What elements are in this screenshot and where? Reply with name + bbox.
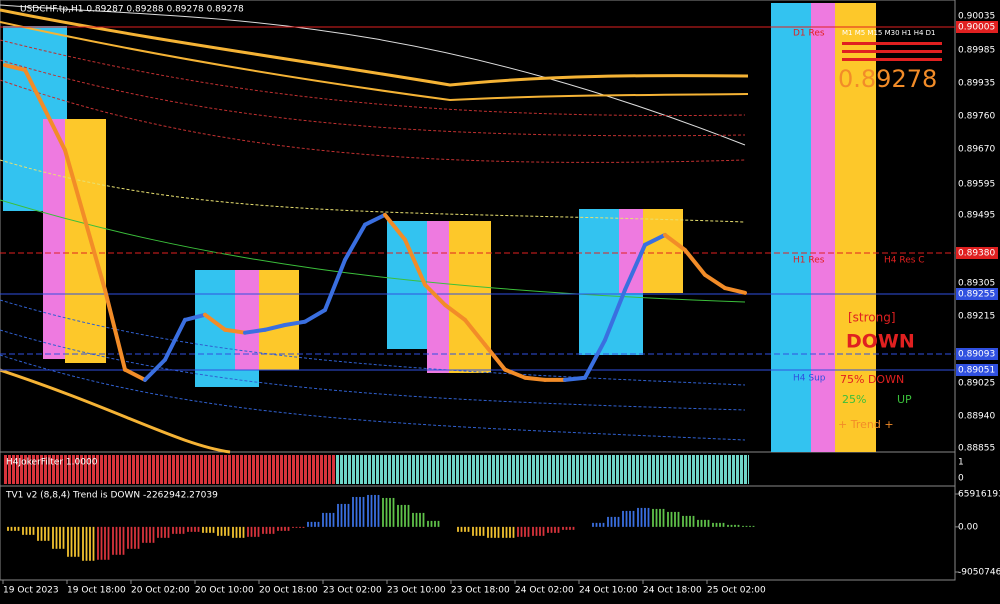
timeframe-signals <box>842 42 942 61</box>
time-label: 19 Oct 2023 <box>3 586 59 596</box>
bands <box>0 4 749 454</box>
trend-line-segment <box>363 212 387 227</box>
trend-line-segment <box>143 357 167 382</box>
trend-line-segment <box>383 212 407 242</box>
trend-line-segment <box>703 272 727 291</box>
up-percent: 25% <box>842 393 866 406</box>
trend-line-segment <box>443 302 467 322</box>
trend-line-segment <box>603 287 627 343</box>
price-tag <box>956 364 998 376</box>
price-label: 0.89595 <box>958 180 995 190</box>
trend-line-segment <box>203 312 227 332</box>
trend-line-segment <box>423 282 447 307</box>
price-tag-label: 0.90005 <box>958 23 995 33</box>
signal: DOWN <box>846 331 915 353</box>
price-label: 0.89985 <box>958 46 995 56</box>
big-price: 0.89278 <box>838 65 937 93</box>
trend-line-segment <box>323 257 347 312</box>
price-tag-label: 0.89093 <box>958 350 995 360</box>
time-label: 19 Oct 18:00 <box>67 586 126 596</box>
trend-line-segment <box>83 217 107 292</box>
price-tag-label: 0.89051 <box>958 366 995 376</box>
osc-tick-label: 65916193 <box>958 490 1000 500</box>
trend-line-segment <box>523 375 547 382</box>
osc-tick-label: -90507466 <box>958 568 1000 578</box>
trend-line-segment <box>63 148 87 222</box>
d1-res: D1 Res <box>793 29 825 39</box>
oscillator-panel <box>0 485 956 581</box>
trend-line-segment <box>183 312 207 322</box>
trend-line-segment <box>23 67 47 112</box>
trend-line-segment <box>283 319 307 328</box>
trend-line-segment <box>483 342 507 372</box>
time-label: 24 Oct 02:00 <box>515 586 574 596</box>
filter-tick: 1 <box>958 458 964 468</box>
filter-up <box>336 455 749 484</box>
h1-res: H1 Res <box>793 256 825 266</box>
trend-line-segment <box>43 107 67 153</box>
time-label: 23 Oct 10:00 <box>387 586 446 596</box>
filter-tick: 0 <box>958 474 964 484</box>
symbol-header: USDCHF.tp,H1 0.89287 0.89288 0.89278 0.8… <box>20 5 244 15</box>
price-tag-label: 0.89255 <box>958 290 995 300</box>
trend-line-segment <box>3 63 27 72</box>
price-tag-label: 0.89380 <box>958 249 995 259</box>
price-label: 0.90035 <box>958 12 995 22</box>
timeframes: M1 M5 M15 M30 H1 H4 D1 <box>842 29 936 37</box>
trend-line-segment <box>723 286 747 295</box>
h4-sup: H4 Sup <box>793 374 826 384</box>
price-label: 0.89215 <box>958 312 995 322</box>
time-label: 20 Oct 02:00 <box>131 586 190 596</box>
trend-line-segment <box>123 367 147 382</box>
time-label: 25 Oct 02:00 <box>707 586 766 596</box>
price-label: 0.89025 <box>958 379 995 389</box>
price-label: 0.89305 <box>958 279 995 289</box>
down-percent: 75% DOWN <box>840 373 904 386</box>
trend-line-segment <box>683 247 707 277</box>
filter-label: H4JokerFilter 1.0000 <box>6 458 98 468</box>
strength: [strong] <box>848 311 896 325</box>
trend-line-segment <box>343 222 367 262</box>
up-word: UP <box>897 393 912 406</box>
trend-line-segment <box>643 232 667 247</box>
trend-line-segment <box>663 232 687 252</box>
trend-line-segment <box>623 242 647 292</box>
time-label: 23 Oct 02:00 <box>323 586 382 596</box>
price-label: 0.89495 <box>958 211 995 221</box>
price-label: 0.88940 <box>958 412 995 422</box>
filter-down <box>3 455 336 484</box>
price-label: 0.88855 <box>958 444 995 454</box>
time-label: 24 Oct 10:00 <box>579 586 638 596</box>
price-tag <box>956 21 998 33</box>
price-tag <box>956 288 998 300</box>
trend-line-segment <box>463 317 487 347</box>
time-label: 24 Oct 18:00 <box>643 586 702 596</box>
time-label: 20 Oct 10:00 <box>195 586 254 596</box>
time-label: 20 Oct 18:00 <box>259 586 318 596</box>
price-label: 0.89935 <box>958 79 995 89</box>
price-label: 0.89760 <box>958 112 995 122</box>
time-label: 23 Oct 18:00 <box>451 586 510 596</box>
trend-line-segment <box>563 375 587 382</box>
trend-line-segment <box>163 317 187 362</box>
trend-line-segment <box>263 323 287 332</box>
trend-line-segment <box>103 287 127 372</box>
trend-line-segment <box>503 367 527 380</box>
h4-res: H4 Res C <box>884 256 925 266</box>
trend: + Trend + <box>838 418 894 431</box>
price-tag <box>956 348 998 360</box>
price-label: 0.89670 <box>958 145 995 155</box>
trend-line-segment <box>403 237 427 287</box>
trend-line-segment <box>223 327 247 335</box>
trend-line-segment <box>243 327 267 335</box>
trend-line-segment <box>583 338 607 380</box>
zones <box>3 3 876 452</box>
osc-tick-label: 0.00 <box>958 522 978 532</box>
trend-line-segment <box>303 307 327 324</box>
oscillator-label: TV1 v2 (8,8,4) Trend is DOWN -2262942.27… <box>5 491 218 501</box>
price-tag <box>956 247 998 259</box>
